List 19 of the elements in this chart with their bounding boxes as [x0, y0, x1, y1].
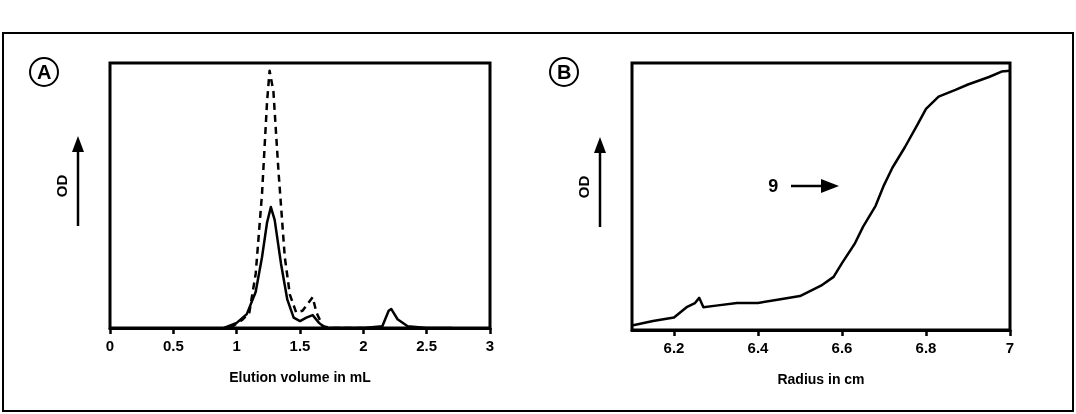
y-axis-title: OD	[574, 174, 593, 200]
x-tick-label: 1.5	[289, 337, 311, 354]
x-tick-label: 6.4	[747, 339, 770, 356]
chart-title: B	[557, 61, 572, 83]
x-tick-label: 1	[232, 337, 241, 354]
annotation: 9	[767, 174, 780, 197]
x-tick-label: 2.5	[416, 337, 438, 354]
chart-title: A	[37, 61, 52, 83]
x-tick-label: 6.8	[915, 339, 937, 356]
x-tick-label: 6.6	[831, 339, 853, 356]
x-axis-title: Elution volume in mL	[229, 369, 372, 385]
x-tick-label: 7	[1005, 339, 1015, 356]
y-axis-title: OD	[52, 173, 71, 199]
x-tick-label: 0.5	[162, 337, 184, 354]
x-tick-label: 2	[359, 337, 368, 354]
x-tick-label: 3	[485, 337, 495, 354]
x-tick-label: 6.2	[663, 339, 685, 356]
x-tick-label: 0	[105, 337, 115, 354]
x-axis-title: Radius in cm	[777, 371, 865, 387]
